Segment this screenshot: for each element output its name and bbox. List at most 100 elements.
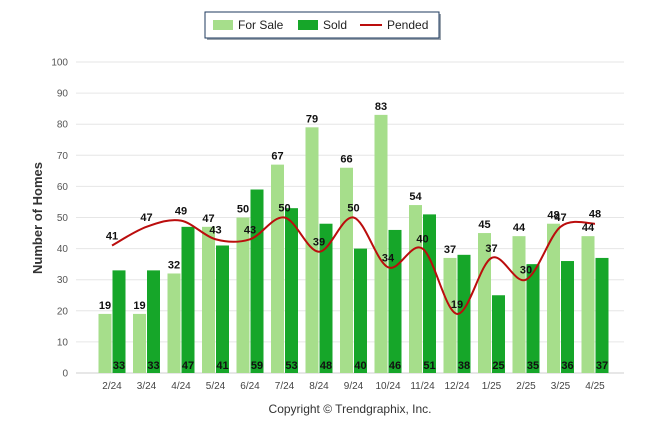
for-sale-bar xyxy=(133,313,146,373)
y-tick-label: 0 xyxy=(62,369,68,380)
for-sale-bar xyxy=(581,236,595,373)
for-sale-value-label: 79 xyxy=(306,113,318,125)
for-sale-bar xyxy=(202,226,215,373)
pended-line xyxy=(111,216,596,315)
x-tick-label: 2/24 xyxy=(102,381,122,392)
for-sale-value-label: 48 xyxy=(547,210,559,222)
x-tick-label: 10/24 xyxy=(375,381,400,392)
pended-value-label: 40 xyxy=(416,234,428,246)
x-tick-label: 9/24 xyxy=(344,381,364,392)
y-tick-label: 60 xyxy=(57,182,69,193)
sold-bar xyxy=(319,223,333,373)
legend-swatch xyxy=(298,20,318,30)
for-sale-value-label: 54 xyxy=(409,191,422,203)
for-sale-bar xyxy=(374,114,388,374)
pended-value-label: 37 xyxy=(485,243,497,255)
pended-value-label: 19 xyxy=(451,299,463,311)
y-tick-label: 10 xyxy=(57,337,69,348)
y-tick-label: 50 xyxy=(57,213,69,224)
x-tick-label: 12/24 xyxy=(444,381,469,392)
sold-value-label: 48 xyxy=(320,360,332,372)
for-sale-bar xyxy=(409,205,422,373)
for-sale-bar xyxy=(98,313,112,373)
for-sale-bar xyxy=(340,167,353,373)
pended-value-label: 49 xyxy=(175,206,187,218)
legend-box xyxy=(204,11,440,39)
for-sale-value-label: 66 xyxy=(340,154,352,166)
for-sale-bar xyxy=(443,257,457,373)
for-sale-value-label: 44 xyxy=(582,222,595,234)
x-tick-label: 5/24 xyxy=(206,381,226,392)
copyright-footer: Copyright © Trendgraphix, Inc. xyxy=(269,402,432,416)
y-axis-label: Number of Homes xyxy=(30,162,45,274)
sold-bar xyxy=(216,245,229,373)
for-sale-value-label: 45 xyxy=(478,219,490,231)
sold-bar xyxy=(561,261,574,373)
sold-value-label: 41 xyxy=(216,360,228,372)
pended-value-label: 50 xyxy=(278,203,290,215)
for-sale-value-label: 83 xyxy=(375,101,387,113)
for-sale-value-label: 32 xyxy=(168,259,180,271)
sold-bar xyxy=(526,264,540,373)
for-sale-value-label: 67 xyxy=(271,151,283,163)
legend: For Sale Sold Pended xyxy=(204,11,441,40)
legend-label: For Sale xyxy=(238,18,284,32)
x-tick-label: 3/24 xyxy=(137,381,157,392)
y-tick-label: 90 xyxy=(57,89,69,100)
x-tick-label: 6/24 xyxy=(240,381,260,392)
sold-bar xyxy=(181,226,195,373)
x-tick-label: 4/24 xyxy=(171,381,191,392)
sold-bar xyxy=(354,248,367,373)
for-sale-value-label: 37 xyxy=(444,244,456,256)
pended-line-layer xyxy=(111,216,596,315)
sold-bar xyxy=(112,270,126,373)
pended-value-label: 43 xyxy=(209,224,221,236)
pended-value-label: 47 xyxy=(140,212,152,224)
sold-bar xyxy=(457,254,471,373)
sold-value-label: 37 xyxy=(596,360,608,372)
sold-value-label: 33 xyxy=(147,360,159,372)
pended-value-label: 39 xyxy=(313,237,325,249)
pended-value-label: 50 xyxy=(347,203,359,215)
sold-value-label: 40 xyxy=(354,360,366,372)
legend-label: Sold xyxy=(323,18,347,32)
for-sale-bar xyxy=(547,223,560,373)
bars xyxy=(98,114,609,374)
x-tick-label: 4/25 xyxy=(585,381,605,392)
sold-value-label: 51 xyxy=(423,360,435,372)
legend-label: Pended xyxy=(387,18,428,32)
sold-value-label: 36 xyxy=(561,360,573,372)
y-tick-label: 40 xyxy=(57,244,69,255)
x-tick-label: 7/24 xyxy=(275,381,295,392)
y-tick-label: 80 xyxy=(57,120,69,131)
sold-value-label: 33 xyxy=(113,360,125,372)
for-sale-bar xyxy=(478,233,491,373)
y-axis-ticks: 0 10 20 30 40 50 60 70 80 90 100 xyxy=(51,58,68,380)
x-tick-label: 8/24 xyxy=(309,381,329,392)
data-labels: 19 33 19 33 32 47 47 41 50 59 67 53 79 48 66 40 83 46 54 51… xyxy=(99,101,608,372)
for-sale-value-label: 19 xyxy=(99,300,111,312)
x-tick-label: 2/25 xyxy=(516,381,536,392)
for-sale-value-label: 44 xyxy=(513,222,526,234)
for-sale-bar xyxy=(305,127,319,373)
y-tick-label: 30 xyxy=(57,275,69,286)
sold-bar xyxy=(492,295,505,373)
sold-value-label: 53 xyxy=(285,360,297,372)
for-sale-value-label: 19 xyxy=(133,300,145,312)
sold-value-label: 25 xyxy=(492,360,504,372)
sold-value-label: 35 xyxy=(527,360,539,372)
pended-value-label: 41 xyxy=(106,230,118,242)
legend-swatch xyxy=(213,20,233,30)
pended-value-label: 43 xyxy=(244,224,256,236)
sold-bar xyxy=(147,270,160,373)
y-tick-label: 20 xyxy=(57,306,69,317)
pended-value-label: 30 xyxy=(520,265,532,277)
sold-value-label: 59 xyxy=(251,360,263,372)
pended-value-label: 48 xyxy=(589,209,601,221)
for-sale-bar xyxy=(167,273,181,373)
for-sale-bar xyxy=(512,236,526,373)
for-sale-value-label: 47 xyxy=(202,213,214,225)
for-sale-bar xyxy=(236,217,250,373)
x-tick-label: 11/24 xyxy=(410,381,435,392)
